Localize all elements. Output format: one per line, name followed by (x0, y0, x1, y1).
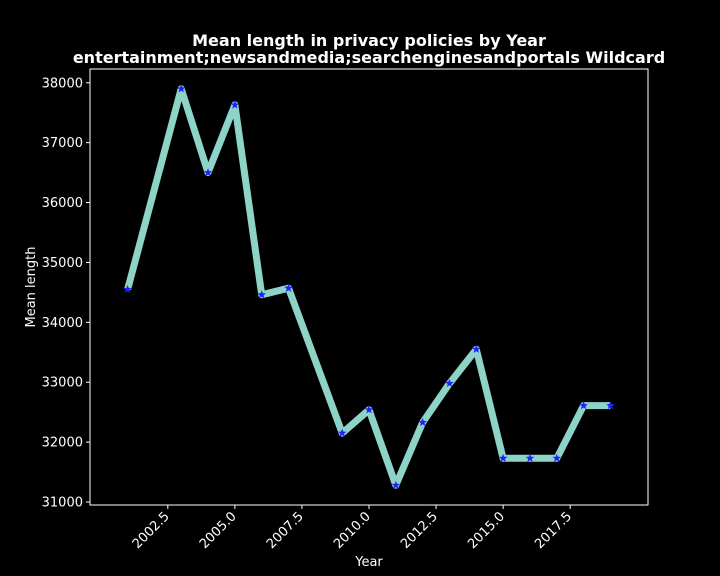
y-tick-label: 34000 (42, 316, 83, 331)
data-point (257, 290, 266, 299)
data-point (123, 284, 132, 294)
chart-title-line-1: Mean length in privacy policies by Year (192, 31, 546, 50)
data-point (472, 344, 481, 353)
data-point (445, 378, 454, 388)
plot-area (123, 84, 615, 489)
y-tick-label: 33000 (42, 376, 83, 391)
data-point (579, 401, 588, 410)
y-tick-label: 37000 (42, 136, 83, 151)
x-axis-label: Year (354, 555, 383, 570)
data-point (606, 401, 615, 410)
data-point (552, 453, 562, 462)
data-point (230, 100, 240, 109)
y-tick-label: 31000 (42, 496, 83, 511)
data-point (391, 480, 401, 489)
data-point (498, 453, 508, 462)
data-point (337, 428, 347, 437)
y-tick-label: 35000 (42, 256, 83, 271)
y-tick-label: 38000 (42, 76, 83, 91)
chart-title-line-2: entertainment;newsandmedia;searchengines… (73, 48, 665, 67)
data-point (284, 283, 293, 292)
y-tick-label: 32000 (42, 436, 83, 451)
data-point (418, 417, 427, 426)
y-axis-ticks: 31000 32000 33000 34000 35000 36000 37000 38000 (42, 76, 90, 511)
y-tick-label: 36000 (42, 196, 83, 211)
data-point (176, 84, 186, 93)
y-axis-label: Mean length (24, 247, 39, 328)
data-point (525, 453, 535, 462)
data-point (364, 405, 374, 414)
data-point (203, 168, 213, 177)
